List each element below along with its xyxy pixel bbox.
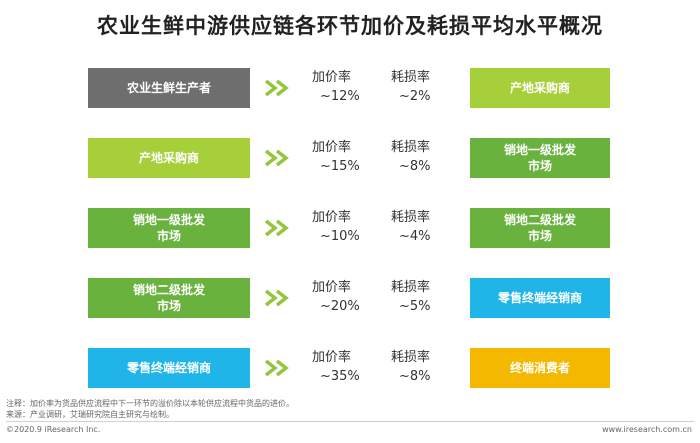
loss-rate-value: ~2% [399,89,431,104]
footer-divider [6,421,694,422]
markup-rate-label: 加价率 [312,70,352,85]
loss-rate-label: 耗损率 [391,280,431,295]
markup-rate-value: ~10% [320,229,360,244]
markup-rate-metric: 加价率 ~12% [312,68,372,106]
loss-rate-metric: 耗损率 ~4% [391,208,451,246]
markup-rate-label: 加价率 [312,140,352,155]
loss-rate-metric: 耗损率 ~2% [391,68,451,106]
markup-rate-value: ~20% [320,299,360,314]
chain-row: 产地采购商 加价率 ~15% 耗损率 ~8% 销地一级批发 市场 [0,138,700,178]
to-stage-box: 产地采购商 [470,68,610,108]
from-stage-box: 零售终端经销商 [88,348,250,388]
footnote-source: 来源：产业调研，艾瑞研究院自主研究与绘制。 [6,410,174,419]
to-stage-box: 销地二级批发 市场 [470,208,610,248]
double-chevron-arrow-icon [264,79,289,97]
loss-rate-value: ~4% [399,229,431,244]
markup-rate-metric: 加价率 ~15% [312,138,372,176]
markup-rate-metric: 加价率 ~35% [312,348,372,386]
footnote-definition: 注释：加价率为货品供应流程中下一环节的溢价除以本轮供应流程中货品的进价。 [6,399,294,408]
double-chevron-arrow-icon [264,219,289,237]
markup-rate-value: ~15% [320,159,360,174]
double-chevron-arrow-icon [264,359,289,377]
loss-rate-value: ~8% [399,159,431,174]
loss-rate-label: 耗损率 [391,210,431,225]
loss-rate-metric: 耗损率 ~5% [391,278,451,316]
chain-row: 销地一级批发 市场 加价率 ~10% 耗损率 ~4% 销地二级批发 市场 [0,208,700,248]
markup-rate-value: ~12% [320,89,360,104]
markup-rate-label: 加价率 [312,280,352,295]
markup-rate-metric: 加价率 ~10% [312,208,372,246]
chain-row: 零售终端经销商 加价率 ~35% 耗损率 ~8% 终端消费者 [0,348,700,388]
from-stage-box: 销地二级批发 市场 [88,278,250,318]
markup-rate-label: 加价率 [312,350,352,365]
from-stage-box: 销地一级批发 市场 [88,208,250,248]
page-title: 农业生鲜中游供应链各环节加价及耗损平均水平概况 [97,14,603,38]
markup-rate-label: 加价率 [312,210,352,225]
markup-rate-metric: 加价率 ~20% [312,278,372,316]
website-text: www.iresearch.com.cn [602,425,692,434]
double-chevron-arrow-icon [264,149,289,167]
loss-rate-label: 耗损率 [391,350,431,365]
loss-rate-metric: 耗损率 ~8% [391,138,451,176]
loss-rate-label: 耗损率 [391,70,431,85]
loss-rate-value: ~5% [399,299,431,314]
chain-row: 销地二级批发 市场 加价率 ~20% 耗损率 ~5% 零售终端经销商 [0,278,700,318]
double-chevron-arrow-icon [264,289,289,307]
copyright-text: ©2020.9 iResearch Inc. [6,425,101,434]
loss-rate-label: 耗损率 [391,140,431,155]
to-stage-box: 零售终端经销商 [470,278,610,318]
to-stage-box: 终端消费者 [470,348,610,388]
loss-rate-value: ~8% [399,369,431,384]
chain-row: 农业生鲜生产者 加价率 ~12% 耗损率 ~2% 产地采购商 [0,68,700,108]
from-stage-box: 产地采购商 [88,138,250,178]
loss-rate-metric: 耗损率 ~8% [391,348,451,386]
from-stage-box: 农业生鲜生产者 [88,68,250,108]
to-stage-box: 销地一级批发 市场 [470,138,610,178]
markup-rate-value: ~35% [320,369,360,384]
